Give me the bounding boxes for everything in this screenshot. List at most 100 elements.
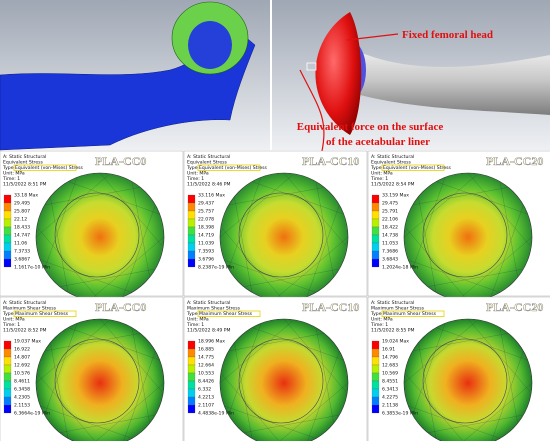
legend-band xyxy=(3,250,12,260)
legend-band xyxy=(187,388,196,398)
mesh-line xyxy=(467,318,532,394)
mesh-line xyxy=(283,318,348,394)
legend-band xyxy=(371,218,380,228)
mesh-line xyxy=(220,226,285,302)
legend-band xyxy=(187,218,196,228)
legend-band xyxy=(3,356,12,366)
legend-band xyxy=(371,242,380,252)
legend-label: 6.3853e-19 Min xyxy=(382,411,418,417)
legend-band xyxy=(187,356,196,366)
legend-band xyxy=(371,202,380,212)
mesh-line xyxy=(457,236,533,301)
legend-label: 16.91 xyxy=(382,347,395,353)
legend-label: 3.6867 xyxy=(14,257,30,263)
mesh-line xyxy=(67,181,160,215)
panel-label: PLA-CC0 xyxy=(95,154,146,168)
legend-band xyxy=(3,234,12,244)
mesh-line xyxy=(315,181,334,278)
mesh-line xyxy=(435,181,528,215)
legend-label: 14.719 xyxy=(198,233,214,239)
mesh-line xyxy=(234,196,253,293)
mesh-line xyxy=(50,196,69,293)
mesh-line xyxy=(408,259,501,293)
type-highlight xyxy=(197,310,261,317)
legend-label: 6.3413 xyxy=(382,387,398,393)
mesh-line xyxy=(40,405,133,439)
legend-label: 12.664 xyxy=(198,363,214,369)
legend-band xyxy=(3,348,12,358)
mesh-line xyxy=(224,405,317,439)
mesh-line xyxy=(44,177,78,270)
legend-label: 7.3593 xyxy=(198,249,214,255)
header-text: A: Static Structural xyxy=(3,300,46,306)
mesh-line xyxy=(403,319,479,384)
header-text: Equivalent Stress xyxy=(3,160,44,166)
mesh-line xyxy=(99,172,164,248)
header-text: Equivalent (von-Mises) Stress xyxy=(383,165,452,171)
result-panel: A: Static Structural Maximum Shear Stress… xyxy=(0,296,184,441)
mesh-line xyxy=(59,414,156,433)
mesh-line xyxy=(89,236,165,301)
liner-rim xyxy=(54,192,140,278)
mesh-line xyxy=(59,268,156,287)
legend-band xyxy=(187,250,196,260)
legend-label: 11.039 xyxy=(198,241,214,247)
legend-label: 14.747 xyxy=(14,233,30,239)
header-text: Unit: MPa xyxy=(3,171,25,177)
header-text: Type xyxy=(186,311,198,317)
mesh-line xyxy=(251,181,344,215)
mesh-line xyxy=(131,327,150,424)
legend-label: 19.037 Max xyxy=(14,339,41,345)
legend-label: 4.2213 xyxy=(198,395,214,401)
header-text: Maximum Shear Stress xyxy=(383,311,437,317)
legend-label: 3.6796 xyxy=(198,257,214,263)
annotation: of the acetabular liner xyxy=(326,136,430,148)
mesh-line xyxy=(404,372,464,441)
header-text: Equivalent (von-Mises) Stress xyxy=(15,165,84,171)
mesh-line xyxy=(283,172,348,248)
marker xyxy=(306,62,317,71)
header-text: Unit: MPa xyxy=(3,317,25,323)
mesh-line xyxy=(418,196,437,293)
legend-label: 14.775 xyxy=(198,355,214,361)
legend-band xyxy=(3,242,12,252)
legend-band xyxy=(371,258,380,268)
legend-label: 8.2387e-19 Min xyxy=(198,265,234,271)
header-text: Unit: MPa xyxy=(187,171,209,177)
header-text: 11/5/2022 8:55 PM xyxy=(371,328,415,334)
mesh-line xyxy=(467,172,532,248)
legend-band xyxy=(3,404,12,414)
legend-label: 1.1617e-10 Min xyxy=(14,265,50,271)
legend-band xyxy=(371,210,380,220)
legend-label: 3.6843 xyxy=(382,257,398,263)
header-text: Maximum Shear Stress xyxy=(187,306,241,312)
legend-label: 16.922 xyxy=(14,347,30,353)
legend-label: 2.1153 xyxy=(14,403,30,409)
legend-band xyxy=(371,194,380,204)
legend-band xyxy=(187,380,196,390)
mesh-line xyxy=(228,177,262,270)
legend-band xyxy=(371,372,380,382)
top-right-image: Fixed femoral head Equivalent force on t… xyxy=(272,0,550,161)
stem xyxy=(345,45,550,115)
legend-label: 33.18 Max xyxy=(14,193,38,199)
legend-band xyxy=(371,364,380,374)
legend-label: 7.3686 xyxy=(382,249,398,255)
legend-band xyxy=(187,234,196,244)
header-text: Type xyxy=(186,165,198,171)
mesh-line xyxy=(234,342,253,439)
header-text: Type xyxy=(2,311,14,317)
legend-label: 18.433 xyxy=(14,225,30,231)
legend-label: 2.1138 xyxy=(382,403,398,409)
legend-label: 10.553 xyxy=(198,371,214,377)
legend-band xyxy=(187,194,196,204)
header-text: A: Static Structural xyxy=(187,154,230,160)
type-highlight xyxy=(381,164,445,171)
legend-label: 18.398 xyxy=(198,225,214,231)
header-text: Maximum Shear Stress xyxy=(15,311,69,317)
mesh-line xyxy=(228,323,262,416)
legend-label: 33.159 Max xyxy=(382,193,409,199)
legend-band xyxy=(187,202,196,212)
